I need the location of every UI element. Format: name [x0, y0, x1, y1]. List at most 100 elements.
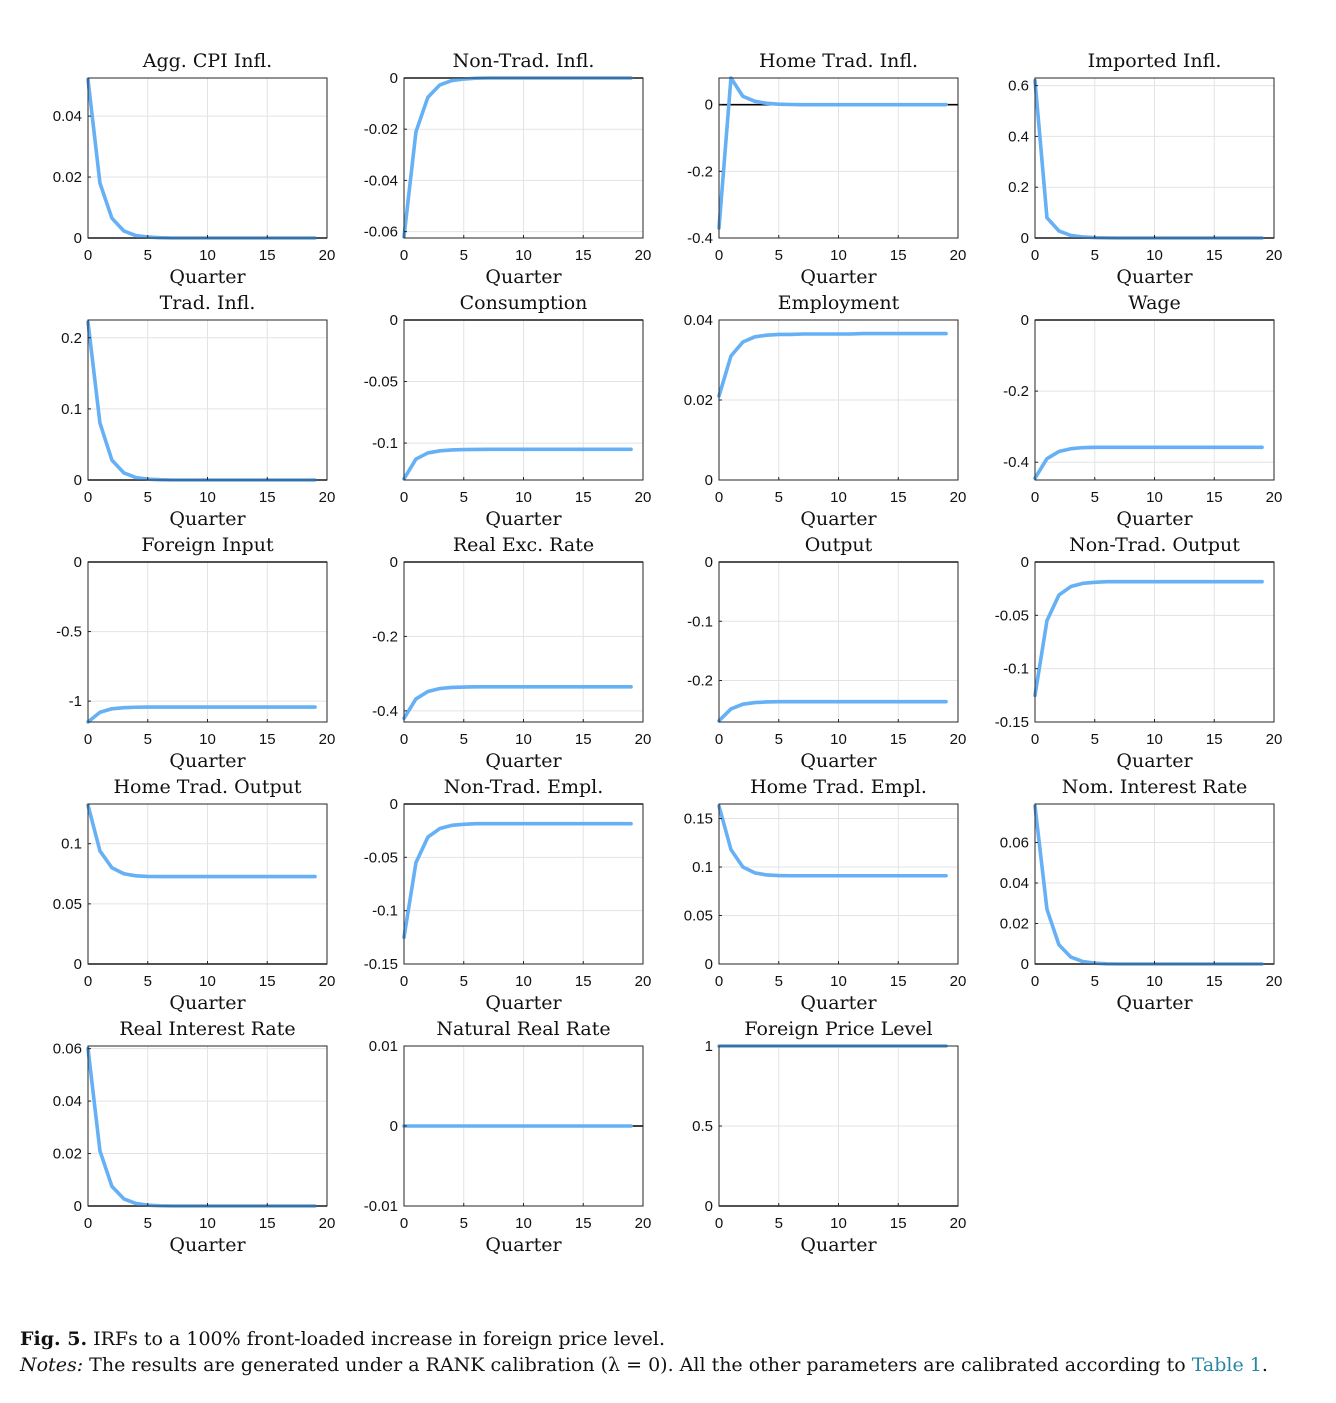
subplot-16: 0 5 10 15 20 0 0.02 0.04 0.06 Real Interest Rate Q… — [53, 1018, 336, 1256]
x-tick-label: 15 — [575, 731, 592, 748]
x-tick-label: 10 — [515, 247, 532, 264]
y-tick-label: 0.05 — [53, 896, 82, 913]
x-tick-label: 10 — [830, 1215, 847, 1232]
x-tick-label: 0 — [1031, 489, 1039, 506]
x-tick-label: 10 — [515, 1215, 532, 1232]
y-tick-label: 0.02 — [53, 169, 82, 186]
x-axis-label: Quarter — [485, 1234, 562, 1256]
x-tick-label: 15 — [890, 731, 907, 748]
x-tick-label: 10 — [515, 731, 532, 748]
subplot-title: Imported Infl. — [1088, 50, 1222, 72]
x-tick-label: 15 — [259, 489, 276, 506]
x-tick-label: 5 — [460, 1215, 468, 1232]
y-tick-label: -0.04 — [364, 172, 398, 189]
subplot-6: 0 5 10 15 20 0 0.02 0.04 Employment Quarter — [684, 292, 967, 530]
x-tick-label: 0 — [1031, 973, 1039, 990]
x-tick-label: 5 — [460, 489, 468, 506]
subplot-title: Natural Real Rate — [436, 1018, 610, 1040]
irf-series-line — [717, 804, 948, 878]
x-tick-label: 20 — [950, 731, 967, 748]
y-tick-label: -0.05 — [995, 607, 1029, 624]
x-tick-label: 20 — [1266, 973, 1283, 990]
irf-series-line — [717, 76, 948, 230]
notes-label: Notes: — [20, 1354, 84, 1376]
y-tick-label: 0 — [705, 956, 713, 973]
subplot-title: Non-Trad. Empl. — [444, 776, 604, 798]
y-tick-label: -1 — [69, 693, 82, 710]
x-tick-label: 10 — [199, 247, 216, 264]
y-tick-label: -0.05 — [364, 849, 398, 866]
x-tick-label: 15 — [259, 247, 276, 264]
y-tick-label: -0.5 — [56, 624, 82, 641]
y-tick-label: 0.1 — [61, 401, 82, 418]
subplot-9: 0 5 10 15 20 -0.4 -0.2 0 Real Exc. Rate Quarter — [372, 534, 651, 772]
y-tick-label: 0 — [390, 312, 398, 329]
figure-caption: Fig. 5. IRFs to a 100% front-loaded incr… — [20, 1326, 1320, 1378]
notes-end: . — [1261, 1354, 1268, 1376]
subplot-title: Wage — [1128, 292, 1181, 314]
caption-title-line: Fig. 5. IRFs to a 100% front-loaded incr… — [20, 1326, 1320, 1352]
y-tick-label: 0.1 — [692, 859, 713, 876]
subplot-title: Foreign Price Level — [744, 1018, 932, 1040]
x-tick-label: 5 — [775, 489, 783, 506]
y-tick-label: 0.01 — [369, 1038, 398, 1055]
x-tick-label: 20 — [950, 1215, 967, 1232]
subplot-title: Agg. CPI Infl. — [142, 50, 272, 72]
subplot-14: 0 5 10 15 20 0 0.05 0.1 0.15 Home Trad. Empl. Quar… — [684, 776, 967, 1014]
x-axis-label: Quarter — [485, 266, 562, 288]
figure-number: Fig. 5. — [20, 1328, 88, 1350]
subplot-1: 0 5 10 15 20 -0.06 -0.04 -0.02 0 Non-Trad. Infl. Q… — [364, 50, 652, 288]
x-axis-label: Quarter — [485, 508, 562, 530]
irf-series-line — [86, 803, 317, 879]
table-1-link[interactable]: Table 1 — [1191, 1354, 1262, 1376]
subplot-4: 0 5 10 15 20 0 0.1 0.2 Trad. Infl. Quarter — [61, 292, 335, 530]
x-tick-label: 0 — [715, 1215, 723, 1232]
x-tick-label: 5 — [144, 731, 152, 748]
x-tick-label: 20 — [950, 247, 967, 264]
x-tick-label: 15 — [890, 247, 907, 264]
y-tick-label: 0 — [390, 70, 398, 87]
y-tick-label: -0.2 — [1003, 383, 1029, 400]
x-tick-label: 20 — [319, 731, 336, 748]
subplot-title: Real Interest Rate — [119, 1018, 295, 1040]
y-tick-label: 0 — [1021, 956, 1029, 973]
subplot-title: Foreign Input — [141, 534, 274, 556]
subplot-0: 0 5 10 15 20 0 0.02 0.04 Agg. CPI Infl. Quarter — [53, 50, 336, 288]
y-tick-label: -0.1 — [372, 435, 398, 452]
subplot-2: 0 5 10 15 20 -0.4 -0.2 0 Home Trad. Infl. Quarter — [687, 50, 966, 288]
y-tick-label: 0 — [74, 554, 82, 571]
y-tick-label: -0.05 — [364, 374, 398, 391]
y-tick-label: 0 — [74, 956, 82, 973]
y-tick-label: -0.2 — [372, 628, 398, 645]
subplot-7: 0 5 10 15 20 -0.4 -0.2 0 Wage Quarter — [1003, 292, 1282, 530]
x-tick-label: 15 — [575, 1215, 592, 1232]
subplot-title: Trad. Infl. — [160, 292, 256, 314]
x-tick-label: 0 — [715, 489, 723, 506]
subplot-title: Non-Trad. Output — [1069, 534, 1240, 556]
subplot-title: Non-Trad. Infl. — [453, 50, 595, 72]
irf-series-line — [717, 699, 948, 723]
x-tick-label: 20 — [635, 1215, 652, 1232]
figure-title: IRFs to a 100% front-loaded increase in … — [93, 1328, 666, 1350]
x-tick-label: 20 — [319, 247, 336, 264]
y-tick-label: -0.06 — [364, 224, 398, 241]
y-tick-label: -0.15 — [364, 956, 398, 973]
x-tick-label: 0 — [400, 731, 408, 748]
irf-series-line — [402, 821, 633, 940]
x-axis-label: Quarter — [800, 508, 877, 530]
x-tick-label: 0 — [715, 731, 723, 748]
x-tick-label: 5 — [1091, 731, 1099, 748]
x-tick-label: 10 — [1146, 247, 1163, 264]
y-tick-label: 0 — [390, 796, 398, 813]
caption-notes-line: Notes: The results are generated under a… — [20, 1352, 1320, 1378]
x-tick-label: 20 — [635, 489, 652, 506]
x-tick-label: 0 — [84, 247, 92, 264]
x-tick-label: 15 — [259, 1215, 276, 1232]
x-tick-label: 20 — [1266, 489, 1283, 506]
x-tick-label: 15 — [890, 489, 907, 506]
x-tick-label: 10 — [1146, 731, 1163, 748]
y-tick-label: 0 — [705, 97, 713, 114]
y-tick-label: 0 — [74, 1198, 82, 1215]
irf-series-line — [1033, 445, 1264, 481]
